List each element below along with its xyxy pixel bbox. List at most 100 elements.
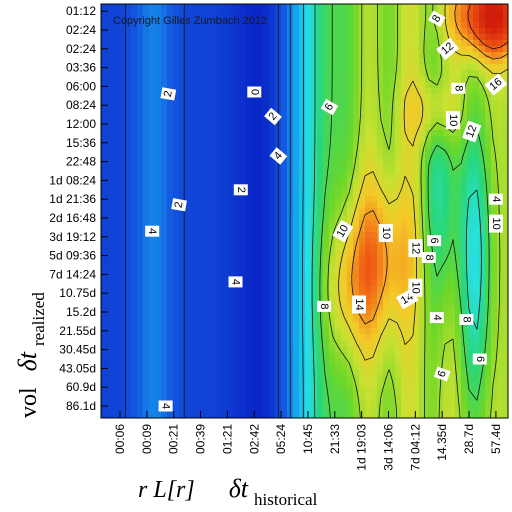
svg-text:r L[r] δt historic: r L[r] δt historical [138, 474, 318, 509]
x-axis-title-prefix: r L[r] [138, 477, 195, 503]
y-tick-label: 15.2d [66, 305, 96, 319]
contour-label: 16 [484, 73, 508, 96]
x-axis-ticks: 00:06 00:09 00:21 00:39 01:21 02:42 05:24 10:45… [113, 411, 503, 471]
y-tick-label: 60.9d [66, 380, 96, 394]
contour-label-background [433, 366, 451, 382]
contour-label: 6 [427, 235, 442, 247]
y-tick-label: 1d 21:36 [49, 192, 96, 206]
y-axis-title-prefix: vol [16, 387, 42, 418]
contour-label: 2 [233, 184, 248, 196]
contour-label-background [233, 184, 248, 196]
contour-label-background [488, 193, 503, 205]
contour-label-text: 4 [230, 279, 242, 285]
contour-label-background [427, 235, 442, 247]
contour-label: 8 [427, 10, 446, 27]
x-tick-label: 28.7d [462, 424, 476, 454]
y-tick-label: 86.1d [66, 399, 96, 413]
contour-label-background [462, 120, 482, 143]
heatmap-surface [101, 4, 508, 418]
y-tick-label: 02:24 [66, 23, 96, 37]
contour-level-18 [467, 4, 508, 50]
y-tick-label: 2d 16:48 [49, 211, 96, 225]
contour-label: 4 [228, 276, 243, 288]
contour-label-text: 10 [490, 217, 502, 229]
y-tick-label: 1d 08:24 [49, 173, 96, 187]
contour-label: 10 [378, 224, 393, 242]
copyright-text: Copyright Gilles Zumbach 2012 [113, 15, 267, 27]
contour-label-background [445, 111, 460, 130]
contour-label: 12 [436, 37, 459, 60]
contour-label: 2 [160, 87, 177, 101]
plot-frame [100, 3, 509, 419]
contour-label: 8 [421, 252, 436, 263]
contour-label-background [160, 87, 177, 101]
contour-label-background [421, 252, 436, 263]
contour-label-text: 8 [452, 85, 464, 91]
contour-label-text: 4 [146, 228, 158, 234]
contour-label-background [378, 224, 393, 242]
x-tick-label: 21:33 [328, 424, 342, 454]
y-tick-label: 30.45d [59, 343, 96, 357]
contour-level-6 [302, 4, 304, 418]
y-tick-label: 43.05d [59, 361, 96, 375]
x-tick-label: 00:21 [167, 424, 181, 454]
contour-label-text: 8 [318, 303, 330, 309]
contour-label-background [269, 147, 288, 165]
contour-label-background [320, 98, 339, 116]
contour-label-text: 8 [460, 316, 472, 322]
y-tick-label: 02:24 [66, 42, 96, 56]
contour-label-text: 8 [430, 13, 443, 24]
contour-label-text: 14 [353, 298, 365, 310]
y-tick-label: 10.75d [59, 286, 96, 300]
y-tick-label: 7d 14:24 [49, 267, 96, 281]
y-axis-title-subscript: realized [29, 292, 48, 346]
contour-label-text: 2 [173, 201, 186, 209]
contour-label-text: 10 [335, 223, 352, 240]
x-tick-label: 7d 04:12 [408, 424, 422, 471]
y-tick-label: 15:36 [66, 136, 96, 150]
x-tick-label: 01:21 [220, 424, 234, 454]
contour-label-text: 2 [235, 187, 247, 193]
contour-label-text: 2 [162, 90, 175, 98]
x-tick-label: 02:42 [247, 424, 261, 454]
contour-level-14 [338, 4, 508, 361]
x-tick-label: 05:24 [274, 424, 288, 454]
contour-label-background [472, 353, 487, 365]
contour-label-text: 12 [409, 242, 421, 254]
contour-label-text: 12 [464, 124, 479, 140]
contour-label-text: 8 [423, 254, 435, 260]
contour-label: 4 [269, 147, 288, 165]
contour-label-text: 10 [409, 281, 421, 293]
x-tick-label: 00:06 [113, 424, 127, 454]
y-tick-label: 01:12 [66, 4, 96, 18]
contour-label-background [408, 239, 423, 258]
contour-label-background [317, 300, 332, 312]
contour-label: 10 [488, 214, 503, 233]
contour-label-text: 4 [160, 403, 172, 409]
contour-label-background [436, 37, 459, 60]
contour-label: 6 [320, 98, 339, 116]
contour-label: 12 [408, 239, 423, 258]
contour-label-text: 4 [431, 315, 443, 321]
contour-label-background [488, 214, 503, 233]
svg-text:vol δt realized: vol δt realized [13, 292, 48, 418]
contour-label-background [427, 10, 446, 27]
y-tick-label: 5d 09:36 [49, 249, 96, 263]
x-tick-label: 00:09 [140, 424, 154, 454]
x-tick-label: 10:45 [301, 424, 315, 454]
contour-label-background [451, 82, 466, 94]
contour-label-background [171, 198, 187, 212]
contour-label: 12 [462, 120, 482, 143]
x-axis-title: r L[r] δt historical [138, 474, 318, 509]
contour-label: 8 [451, 82, 466, 94]
contour-label: 14 [352, 295, 366, 314]
contour-label: 4 [429, 312, 444, 324]
contour-label-text: 10 [447, 114, 459, 126]
contour-label-background [408, 278, 423, 297]
contour-label-background [459, 314, 474, 325]
y-tick-label: 12:00 [66, 117, 96, 131]
contour-label: 2 [264, 107, 282, 126]
y-tick-label: 21.55d [59, 324, 96, 338]
